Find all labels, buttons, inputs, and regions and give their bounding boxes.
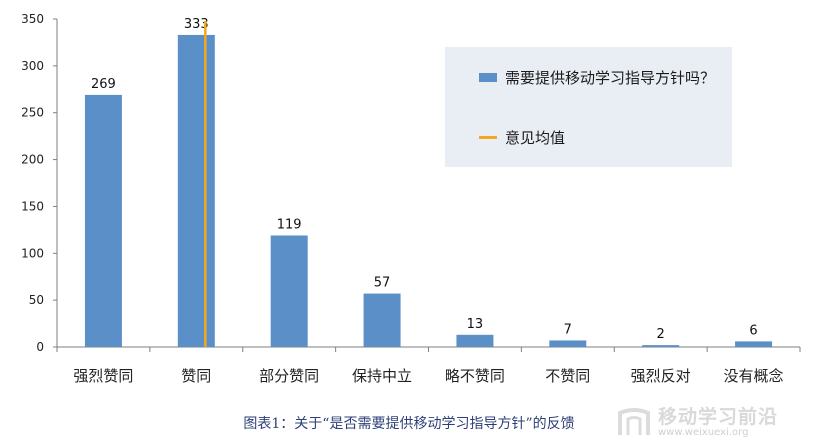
data-labels: 269 333 119 57 13 7 2 6	[91, 17, 758, 342]
legend-item-series: 需要提供移动学习指导方针吗？	[479, 67, 715, 88]
x-category-label: 不赞同	[545, 367, 590, 385]
legend-swatch-line	[479, 136, 497, 139]
x-category-label: 没有概念	[724, 367, 784, 385]
bar	[363, 293, 401, 347]
x-category-label: 强烈赞同	[73, 367, 133, 385]
figure-caption: 图表1：关于“是否需要提供移动学习指导方针”的反馈	[243, 416, 575, 432]
legend-label-mean: 意见均值	[505, 129, 566, 147]
y-tick-label: 300	[21, 59, 44, 73]
x-category-label: 略不赞同	[445, 367, 505, 385]
bar	[549, 340, 587, 347]
x-category-label: 赞同	[181, 367, 211, 385]
data-label: 2	[657, 327, 665, 342]
y-axis-ticks: 0 50 100 150 200 250 300 350	[21, 12, 57, 354]
bar	[735, 341, 773, 347]
watermark-url: www.weixuexi.org	[658, 427, 749, 438]
data-label: 333	[184, 17, 209, 32]
y-tick-label: 0	[36, 340, 44, 354]
watermark-logo-icon	[618, 408, 650, 435]
data-label: 57	[374, 276, 391, 291]
data-label: 269	[91, 77, 116, 92]
bar	[84, 94, 122, 347]
y-tick-label: 150	[21, 199, 44, 213]
bar	[270, 235, 308, 347]
legend: 需要提供移动学习指导方针吗？ 意见均值	[445, 47, 732, 167]
y-tick-label: 350	[21, 12, 44, 26]
legend-label-series: 需要提供移动学习指导方针吗？	[505, 69, 716, 87]
bar	[456, 334, 494, 347]
x-category-label: 部分赞同	[259, 367, 319, 385]
data-label: 119	[277, 217, 302, 232]
x-category-label: 强烈反对	[631, 367, 691, 385]
y-tick-label: 250	[21, 106, 44, 120]
data-label: 7	[564, 322, 572, 337]
bar	[642, 345, 680, 347]
y-tick-label: 200	[21, 153, 44, 167]
x-category-label: 保持中立	[352, 367, 412, 385]
bar	[177, 34, 215, 347]
legend-swatch-bar	[479, 73, 497, 82]
watermark-title: 移动学习前沿	[658, 406, 779, 428]
bars	[84, 34, 773, 347]
legend-item-mean: 意见均值	[479, 127, 565, 148]
y-tick-label: 100	[21, 246, 44, 260]
category-labels: 强烈赞同 赞同 部分赞同 保持中立 略不赞同 不赞同 强烈反对 没有概念	[73, 367, 783, 385]
data-label: 6	[749, 323, 757, 338]
data-label: 13	[467, 317, 484, 332]
y-tick-label: 50	[29, 293, 44, 307]
watermark: 移动学习前沿 www.weixuexi.org	[614, 403, 814, 443]
